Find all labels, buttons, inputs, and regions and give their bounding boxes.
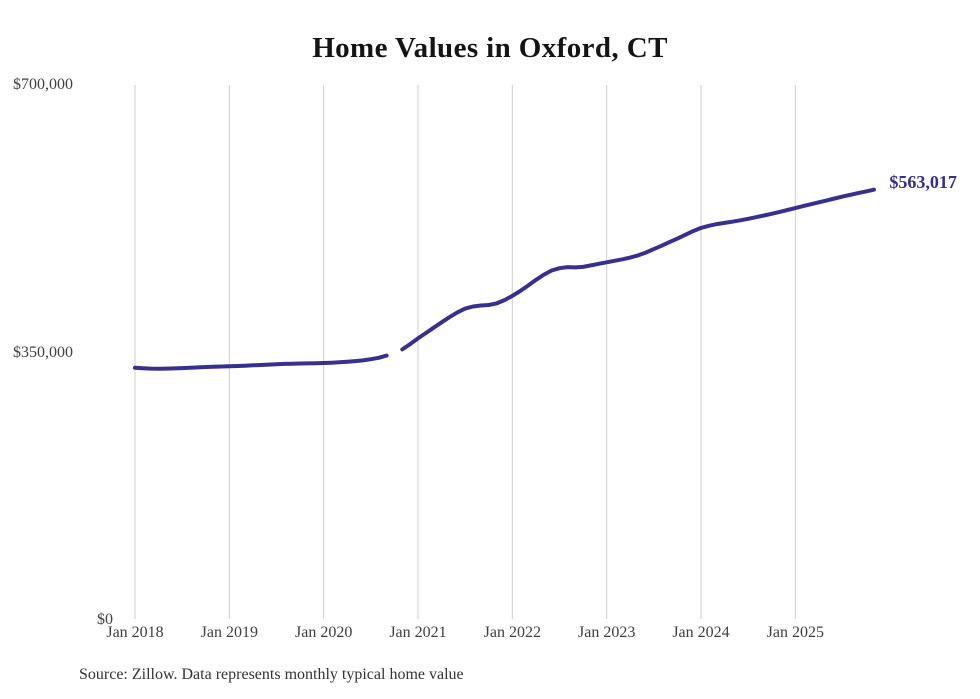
source-note: Source: Zillow. Data represents monthly …	[79, 666, 464, 683]
latest-value-label: $563,017	[889, 172, 957, 193]
x-axis-tick-jan-2025: Jan 2025	[766, 624, 824, 641]
home-value-line-segment	[400, 187, 876, 352]
x-axis-tick-jan-2024: Jan 2024	[672, 624, 730, 641]
x-axis-tick-jan-2021: Jan 2021	[389, 624, 447, 641]
home-value-line-segment	[133, 353, 389, 371]
home-value-line	[133, 187, 876, 371]
x-axis-tick-jan-2020: Jan 2020	[294, 624, 353, 641]
x-axis-tick-jan-2019: Jan 2019	[200, 624, 258, 641]
y-axis-tick-700000: $700,000	[13, 76, 73, 93]
x-axis-tick-jan-2023: Jan 2023	[577, 624, 636, 641]
chart-title: Home Values in Oxford, CT	[312, 32, 668, 64]
x-axis-tick-jan-2022: Jan 2022	[483, 624, 541, 641]
x-axis-tick-jan-2018: Jan 2018	[106, 624, 164, 641]
y-axis-tick-350000: $350,000	[13, 344, 73, 361]
vertical-gridlines	[134, 85, 796, 619]
y-axis-tick-0: $0	[97, 611, 113, 628]
